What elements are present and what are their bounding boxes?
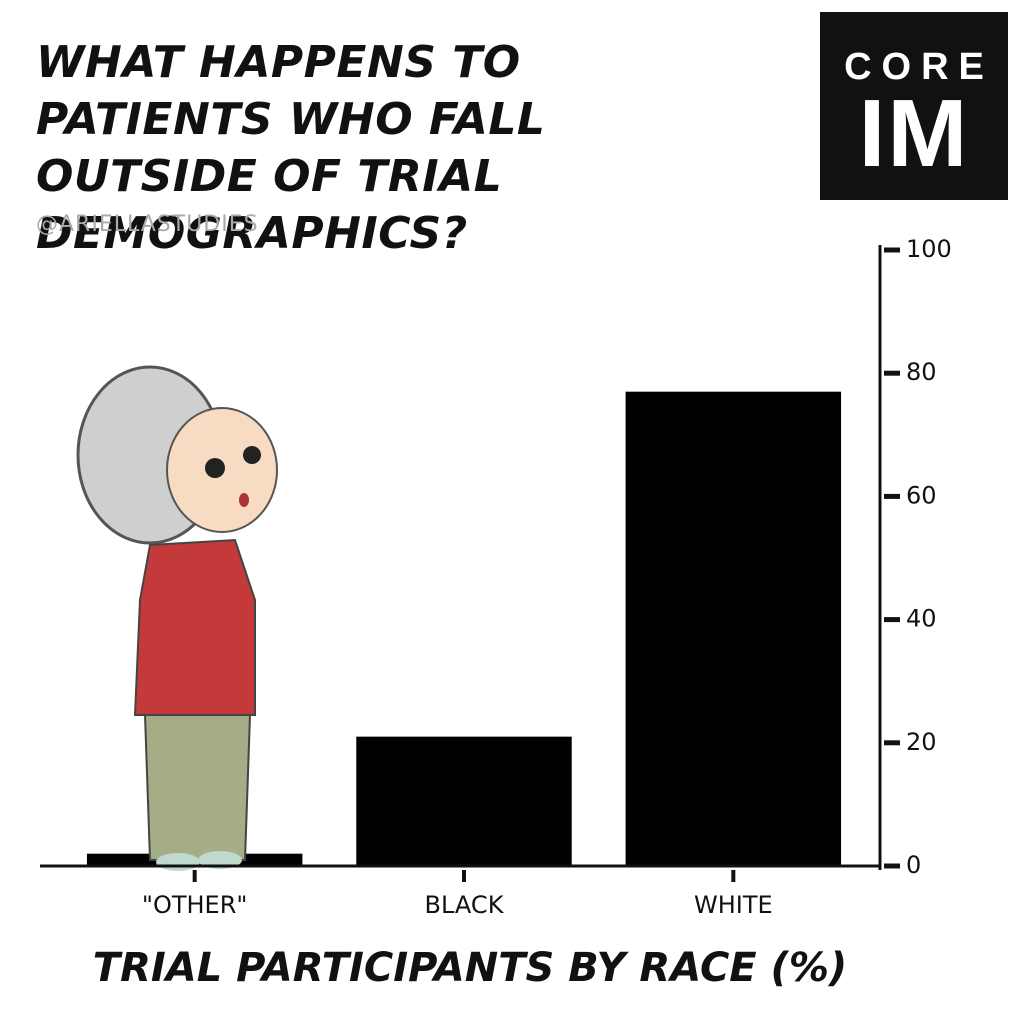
- x-axis-label: TRIAL PARTICIPANTS BY RACE (%): [92, 945, 848, 991]
- x-tick-label: BLACK: [425, 891, 505, 919]
- y-tick-label: 80: [906, 358, 937, 386]
- x-tick-label: WHITE: [694, 891, 773, 919]
- chart-title: WHAT HAPPENS TO PATIENTS WHO FALL OUTSID…: [36, 37, 546, 259]
- logo-bottom: IM: [858, 80, 970, 187]
- illustration: [76, 365, 278, 871]
- y-tick-label: 60: [906, 481, 937, 509]
- y-tick-label: 40: [906, 605, 937, 633]
- credit: @ARIELLASTUDIES: [36, 212, 259, 237]
- y-tick-label: 100: [906, 235, 952, 263]
- y-tick-label: 20: [906, 728, 937, 756]
- logo: CORE IM: [820, 12, 1008, 200]
- y-tick-label: 0: [906, 851, 921, 879]
- logo-top: CORE: [844, 46, 994, 88]
- bar: [625, 391, 842, 866]
- bar: [356, 736, 572, 866]
- x-tick-label: "OTHER": [142, 891, 248, 919]
